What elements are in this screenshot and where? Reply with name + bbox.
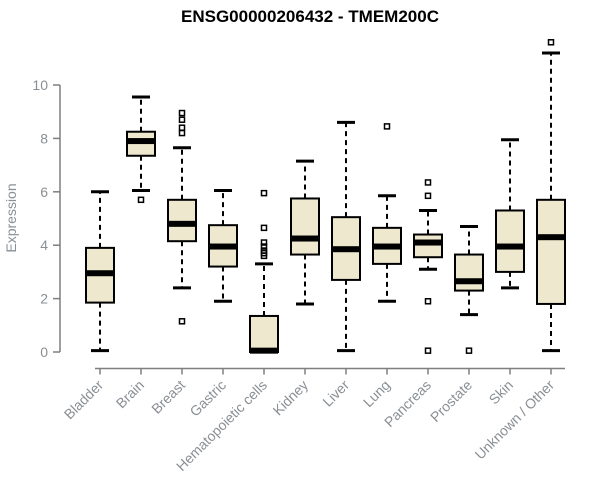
outlier-point [424, 179, 432, 186]
median-bar [168, 220, 196, 227]
x-category-label-kidney: Kidney [270, 377, 312, 419]
outlier-point [424, 192, 432, 200]
median-bar [496, 243, 524, 250]
outlier-point [547, 39, 555, 46]
x-category-label-breast: Breast [148, 377, 188, 417]
iqr-box [536, 198, 566, 305]
boxplot-unknown-other [536, 39, 566, 353]
y-tick-label: 0 [40, 344, 48, 360]
outlier-point [178, 318, 186, 325]
outlier-point [178, 124, 186, 131]
boxplot-brain [126, 95, 156, 204]
median-bar [86, 270, 114, 277]
median-bar [373, 243, 401, 250]
median-bar [250, 347, 278, 354]
x-category-label-lung: Lung [360, 377, 393, 410]
boxplot-prostate [454, 225, 484, 354]
y-tick-label: 2 [40, 291, 48, 307]
boxplot-series [85, 39, 566, 354]
median-bar [291, 235, 319, 242]
x-category-label-liver: Liver [319, 377, 352, 410]
x-category-label-bladder: Bladder [61, 377, 107, 423]
outlier-point [465, 347, 473, 354]
boxplot-gastric [208, 188, 238, 303]
median-bar [455, 278, 483, 285]
y-tick-label: 4 [40, 237, 48, 253]
iqr-box [167, 198, 197, 243]
boxplot-kidney [290, 159, 320, 306]
outlier-point [178, 129, 186, 137]
y-tick-label: 8 [40, 130, 48, 146]
outlier-point [137, 196, 145, 204]
outlier-point [178, 116, 186, 123]
outlier-point [424, 347, 432, 354]
iqr-box [413, 233, 443, 259]
y-axis-label: Expression [3, 183, 19, 252]
boxplot-pancreas [413, 179, 443, 354]
y-tick-label: 10 [32, 77, 48, 93]
outlier-point [424, 298, 432, 305]
median-bar [414, 239, 442, 246]
median-bar [127, 138, 155, 145]
outlier-point [260, 224, 268, 232]
iqr-box [454, 253, 484, 292]
median-bar [537, 234, 565, 241]
iqr-box [290, 197, 320, 256]
median-bar [332, 246, 360, 253]
median-bar [209, 243, 237, 250]
boxplot-lung [372, 123, 402, 303]
outlier-point [260, 189, 268, 197]
outlier-point [178, 109, 186, 117]
iqr-box [249, 314, 279, 353]
boxplot-skin [495, 138, 525, 290]
x-category-label-prostate: Prostate [427, 377, 475, 425]
outlier-point [260, 243, 268, 250]
x-category-label-skin: Skin [486, 377, 517, 408]
outlier-point [260, 252, 268, 260]
iqr-box [495, 209, 525, 273]
chart-title: ENSG00000206432 - TMEM200C [181, 7, 439, 26]
boxplot-hematopoietic-cells [249, 189, 279, 354]
y-axis: 0 2 4 6 8 10 [32, 77, 61, 360]
boxplot-breast [167, 109, 197, 325]
y-tick-label: 6 [40, 184, 48, 200]
boxplot-liver [331, 120, 361, 353]
boxplot-bladder [85, 190, 115, 353]
outlier-point [383, 123, 391, 130]
outlier-point [260, 239, 268, 246]
x-category-label-brain: Brain [113, 377, 147, 411]
